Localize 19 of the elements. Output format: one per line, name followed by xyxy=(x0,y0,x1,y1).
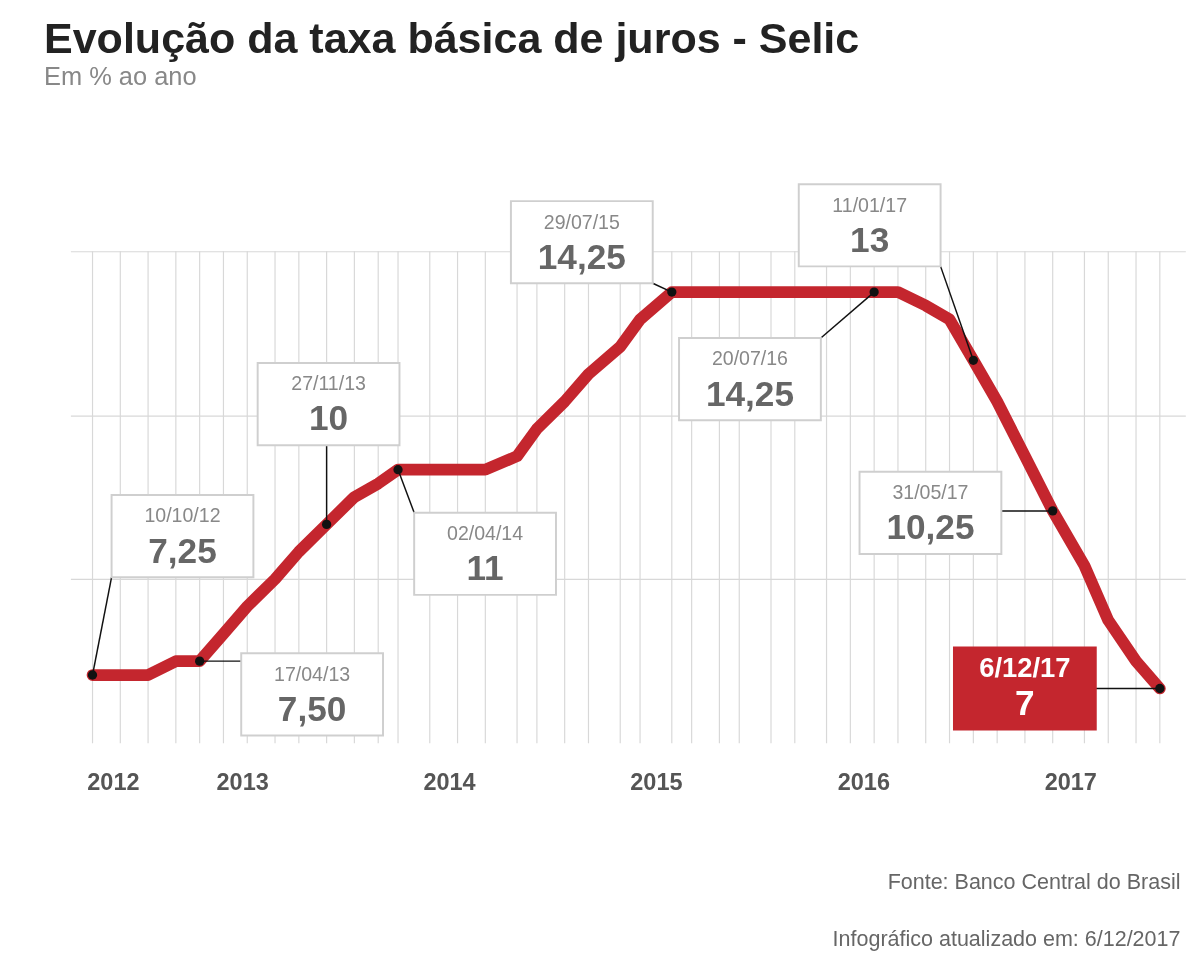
x-tick-label: 2016 xyxy=(837,768,890,795)
annotation: 20/07/16 14,25 xyxy=(705,347,794,413)
chart-subtitle: Em % ao ano xyxy=(44,62,197,91)
annotation: 11/01/17 13 xyxy=(832,193,907,259)
annotation: 17/04/13 7,50 xyxy=(274,662,351,728)
annotation: 6/12/17 7 xyxy=(979,651,1071,722)
x-tick-label: 2017 xyxy=(1044,768,1097,795)
x-tick-label: 2014 xyxy=(423,768,476,795)
chart-title: Evolução da taxa básica de juros - Selic xyxy=(44,14,860,63)
annotation: 10/10/12 7,25 xyxy=(144,504,221,570)
x-tick-label: 2015 xyxy=(630,768,683,795)
source-note: Fonte: Banco Central do Brasil xyxy=(887,869,1181,894)
x-tick-label: 2012 xyxy=(87,768,140,795)
annotation: 02/04/14 11 xyxy=(447,522,524,588)
annotation: 27/11/13 10 xyxy=(291,372,367,438)
annotation: 29/07/15 14,25 xyxy=(537,210,626,276)
x-tick-label: 2013 xyxy=(216,768,269,795)
text: Infográfico atualizado em: 6/12/2017 xyxy=(832,926,1181,951)
annotation: 31/05/17 10,25 xyxy=(886,481,975,547)
